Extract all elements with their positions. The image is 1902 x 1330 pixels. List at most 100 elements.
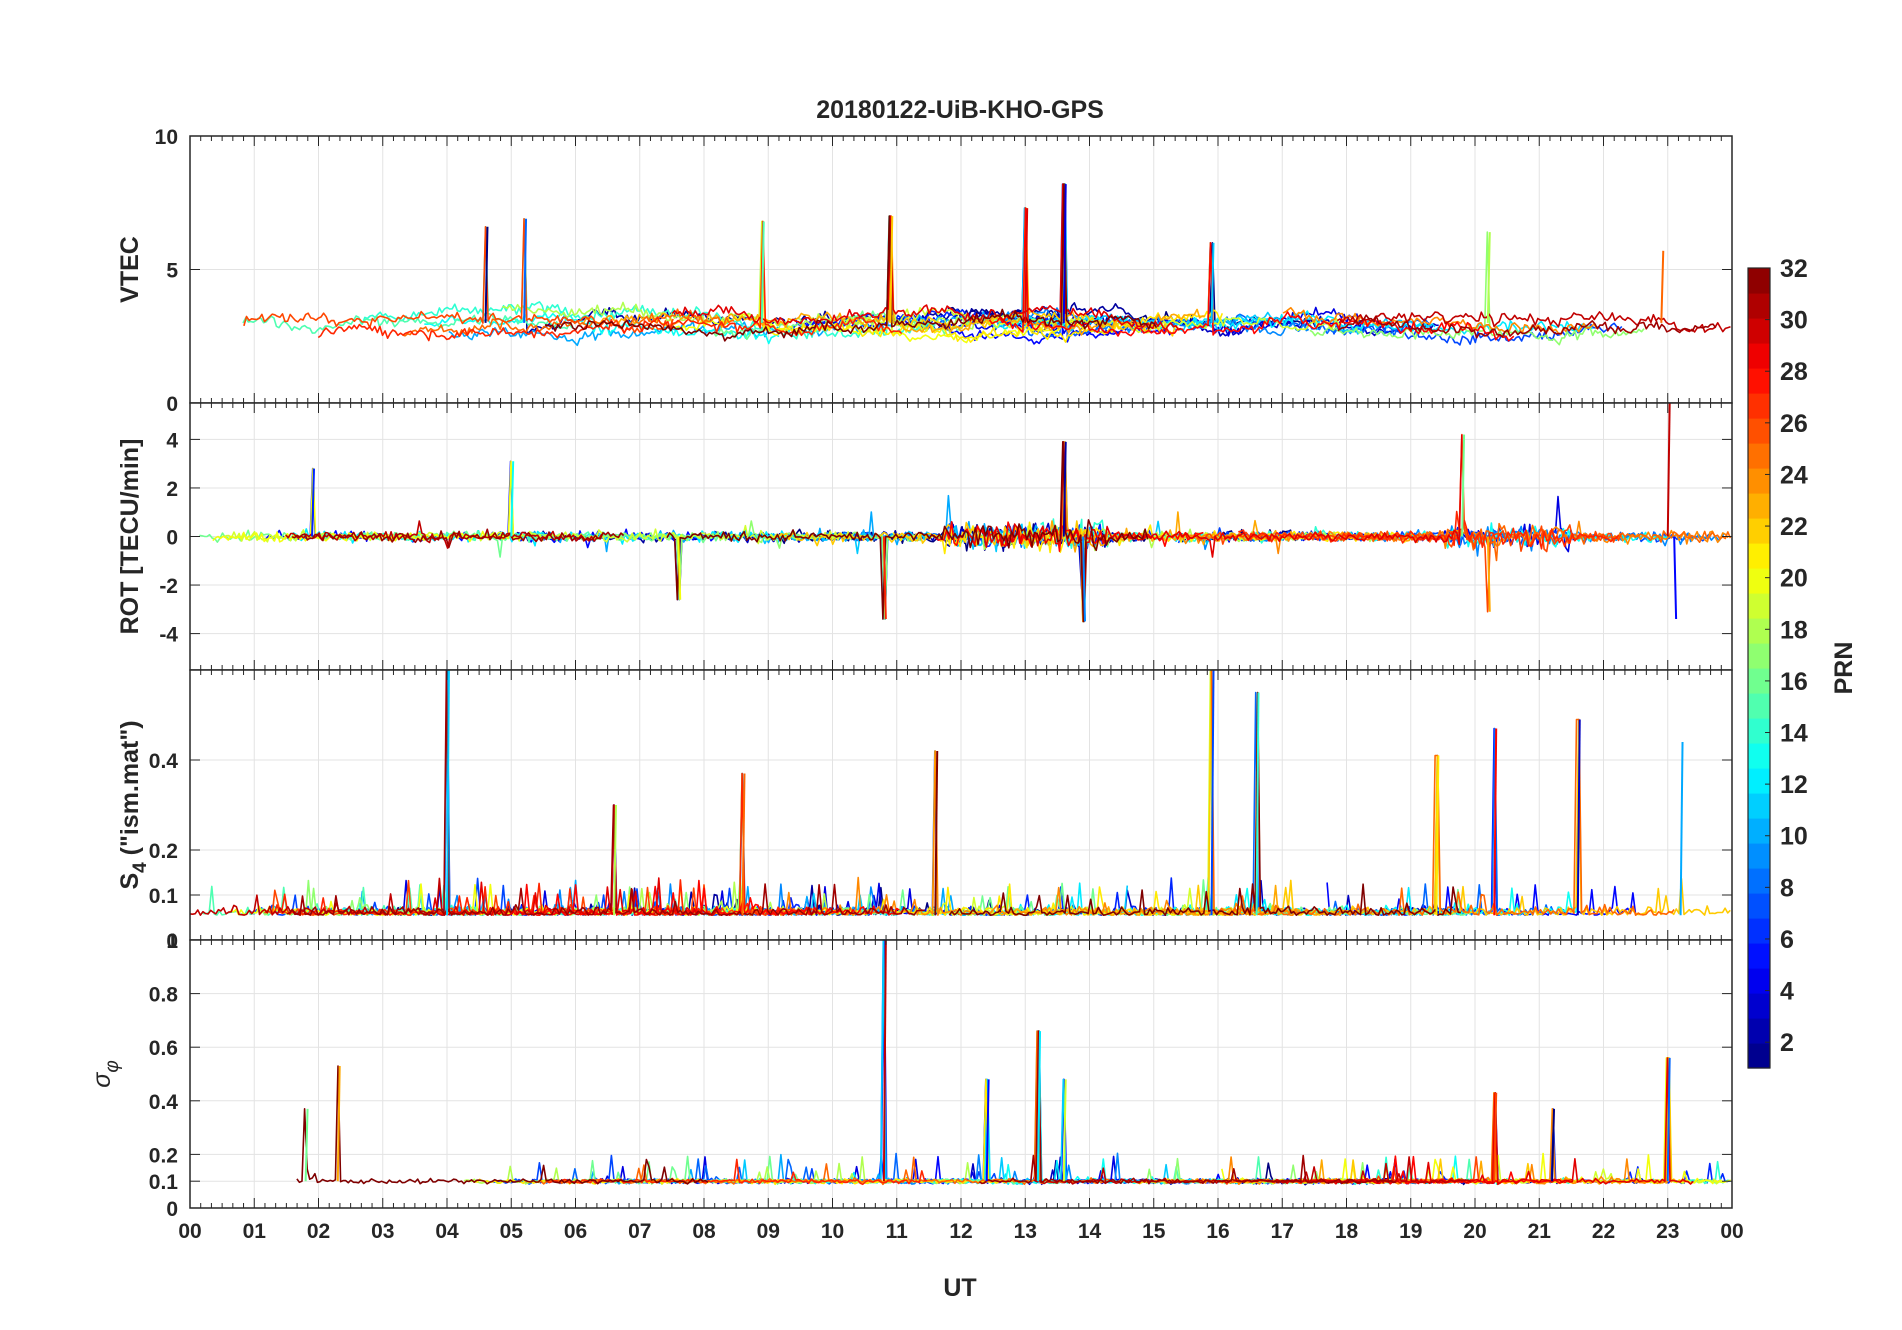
x-tick-label: 21 bbox=[1528, 1220, 1552, 1243]
panel-sigma_phi: 0 0.1 0.2 0.4 0.6 0.8 1 σφ bbox=[88, 930, 1733, 1221]
series-line-prn bbox=[948, 691, 1461, 917]
series-line-prn bbox=[671, 183, 1182, 331]
colorbar-segment bbox=[1748, 668, 1770, 694]
colorbar-segment bbox=[1748, 368, 1770, 394]
y-tick-label: 0 bbox=[166, 930, 178, 953]
spike-mark bbox=[304, 1108, 309, 1182]
x-tick-labels: 00 01 02 03 04 05 06 07 08 09 10 11 12 13 14 15 16 17 18 19… bbox=[178, 1220, 1743, 1243]
y-axis-label-main: σ bbox=[88, 1072, 116, 1088]
spike-mark bbox=[889, 216, 894, 323]
y-tick-label: 10 bbox=[155, 126, 178, 149]
x-tick-label: 14 bbox=[1078, 1220, 1102, 1243]
colorbar-segment bbox=[1748, 943, 1770, 969]
x-tick-label: 09 bbox=[757, 1220, 780, 1243]
y-tick-label: 0 bbox=[166, 1198, 178, 1221]
spike-mark bbox=[1679, 741, 1684, 916]
spike-group bbox=[446, 669, 1684, 916]
spike-mark bbox=[1493, 728, 1498, 916]
spike-mark bbox=[446, 669, 450, 916]
colorbar-segment bbox=[1748, 568, 1770, 594]
series-line-prn bbox=[286, 669, 925, 917]
series-line-prn bbox=[243, 218, 674, 334]
colorbar-tick-label: 30 bbox=[1780, 307, 1808, 335]
colorbar-tick-label: 2 bbox=[1780, 1029, 1794, 1057]
spike-mark bbox=[985, 1079, 990, 1182]
spike-mark bbox=[1551, 1108, 1556, 1182]
spike-mark bbox=[1024, 208, 1029, 323]
spike-mark bbox=[1660, 250, 1665, 323]
colorbar-segment bbox=[1748, 268, 1770, 294]
x-tick-label: 11 bbox=[886, 1220, 909, 1243]
spike-mark bbox=[1493, 1092, 1498, 1182]
x-tick-label: 08 bbox=[692, 1220, 716, 1243]
colorbar-frame bbox=[1747, 267, 1771, 1069]
spike-group bbox=[311, 402, 1678, 622]
colorbar-tick-label: 6 bbox=[1780, 926, 1794, 954]
spike-mark bbox=[1062, 1079, 1067, 1182]
series-line-prn bbox=[650, 183, 1091, 344]
spike-mark bbox=[1666, 402, 1671, 537]
spike-mark bbox=[1576, 719, 1581, 916]
y-tick-label: 0 bbox=[166, 527, 178, 550]
x-tick-label: 20 bbox=[1463, 1220, 1486, 1243]
colorbar-segment bbox=[1748, 618, 1770, 644]
colorbar-segment bbox=[1748, 468, 1770, 494]
colorbar-segment bbox=[1748, 493, 1770, 519]
chart-title: 20180122-UiB-KHO-GPS bbox=[816, 96, 1104, 124]
colorbar-segment bbox=[1748, 993, 1770, 1019]
series-line-prn bbox=[317, 220, 903, 342]
spike-mark bbox=[1210, 242, 1215, 323]
spike-mark bbox=[1210, 669, 1215, 916]
colorbar-segment bbox=[1748, 893, 1770, 919]
y-tick-label: 0.4 bbox=[149, 1091, 179, 1114]
x-tick-label: 18 bbox=[1335, 1220, 1359, 1243]
series-line-prn bbox=[544, 183, 1158, 342]
colorbar-segment bbox=[1748, 418, 1770, 444]
series-line-prn bbox=[291, 528, 625, 549]
colorbar-segment bbox=[1748, 518, 1770, 544]
y-axis-label: σφ bbox=[88, 1060, 123, 1087]
x-tick-label: 12 bbox=[949, 1220, 972, 1243]
x-tick-label: 19 bbox=[1399, 1220, 1422, 1243]
x-tick-label: 06 bbox=[564, 1220, 587, 1243]
x-tick-label: 22 bbox=[1592, 1220, 1615, 1243]
x-tick-label: 17 bbox=[1271, 1220, 1294, 1243]
y-axis-label-rest: ("ism.mat") bbox=[116, 720, 144, 862]
series-group bbox=[199, 433, 1732, 623]
x-tick-label: 23 bbox=[1656, 1220, 1679, 1243]
x-tick-label: 15 bbox=[1142, 1220, 1166, 1243]
y-tick-labels: 0 5 10 bbox=[155, 126, 1732, 416]
x-tick-label: 00 bbox=[1720, 1220, 1743, 1243]
spike-mark bbox=[523, 218, 528, 323]
spike-mark bbox=[934, 750, 939, 916]
x-tick-label: 02 bbox=[307, 1220, 330, 1243]
x-tick-label: 13 bbox=[1014, 1220, 1037, 1243]
series-line-prn bbox=[922, 669, 1242, 917]
y-tick-label: 0.6 bbox=[149, 1037, 178, 1060]
series-line-prn bbox=[1000, 306, 1310, 337]
y-tick-label: 0 bbox=[166, 393, 178, 416]
y-axis-label-main: S bbox=[116, 873, 144, 890]
series-group bbox=[190, 669, 1731, 917]
colorbar-label: PRN bbox=[1830, 642, 1858, 695]
series-line-prn bbox=[978, 1030, 1396, 1185]
y-tick-labels: -4 -2 0 2 4 bbox=[159, 429, 1732, 647]
colorbar-tick-label: 12 bbox=[1780, 771, 1808, 799]
colorbar-segment bbox=[1748, 643, 1770, 669]
y-tick-label: 0.8 bbox=[149, 984, 179, 1007]
colorbar-segment bbox=[1748, 543, 1770, 569]
spike-mark bbox=[741, 773, 746, 916]
spike-mark bbox=[1062, 441, 1067, 537]
y-tick-label: 1 bbox=[166, 930, 178, 953]
spike-mark bbox=[484, 226, 489, 323]
colorbar-segment bbox=[1748, 1018, 1770, 1044]
colorbar-segment bbox=[1748, 393, 1770, 419]
colorbar-segment bbox=[1748, 293, 1770, 319]
spike-mark bbox=[1255, 692, 1260, 916]
series-line-prn bbox=[1210, 669, 1675, 917]
colorbar-tick-label: 24 bbox=[1780, 461, 1808, 489]
y-tick-label: 4 bbox=[166, 429, 178, 452]
y-tick-label: 2 bbox=[166, 478, 178, 501]
series-line-prn bbox=[1310, 1155, 1573, 1185]
